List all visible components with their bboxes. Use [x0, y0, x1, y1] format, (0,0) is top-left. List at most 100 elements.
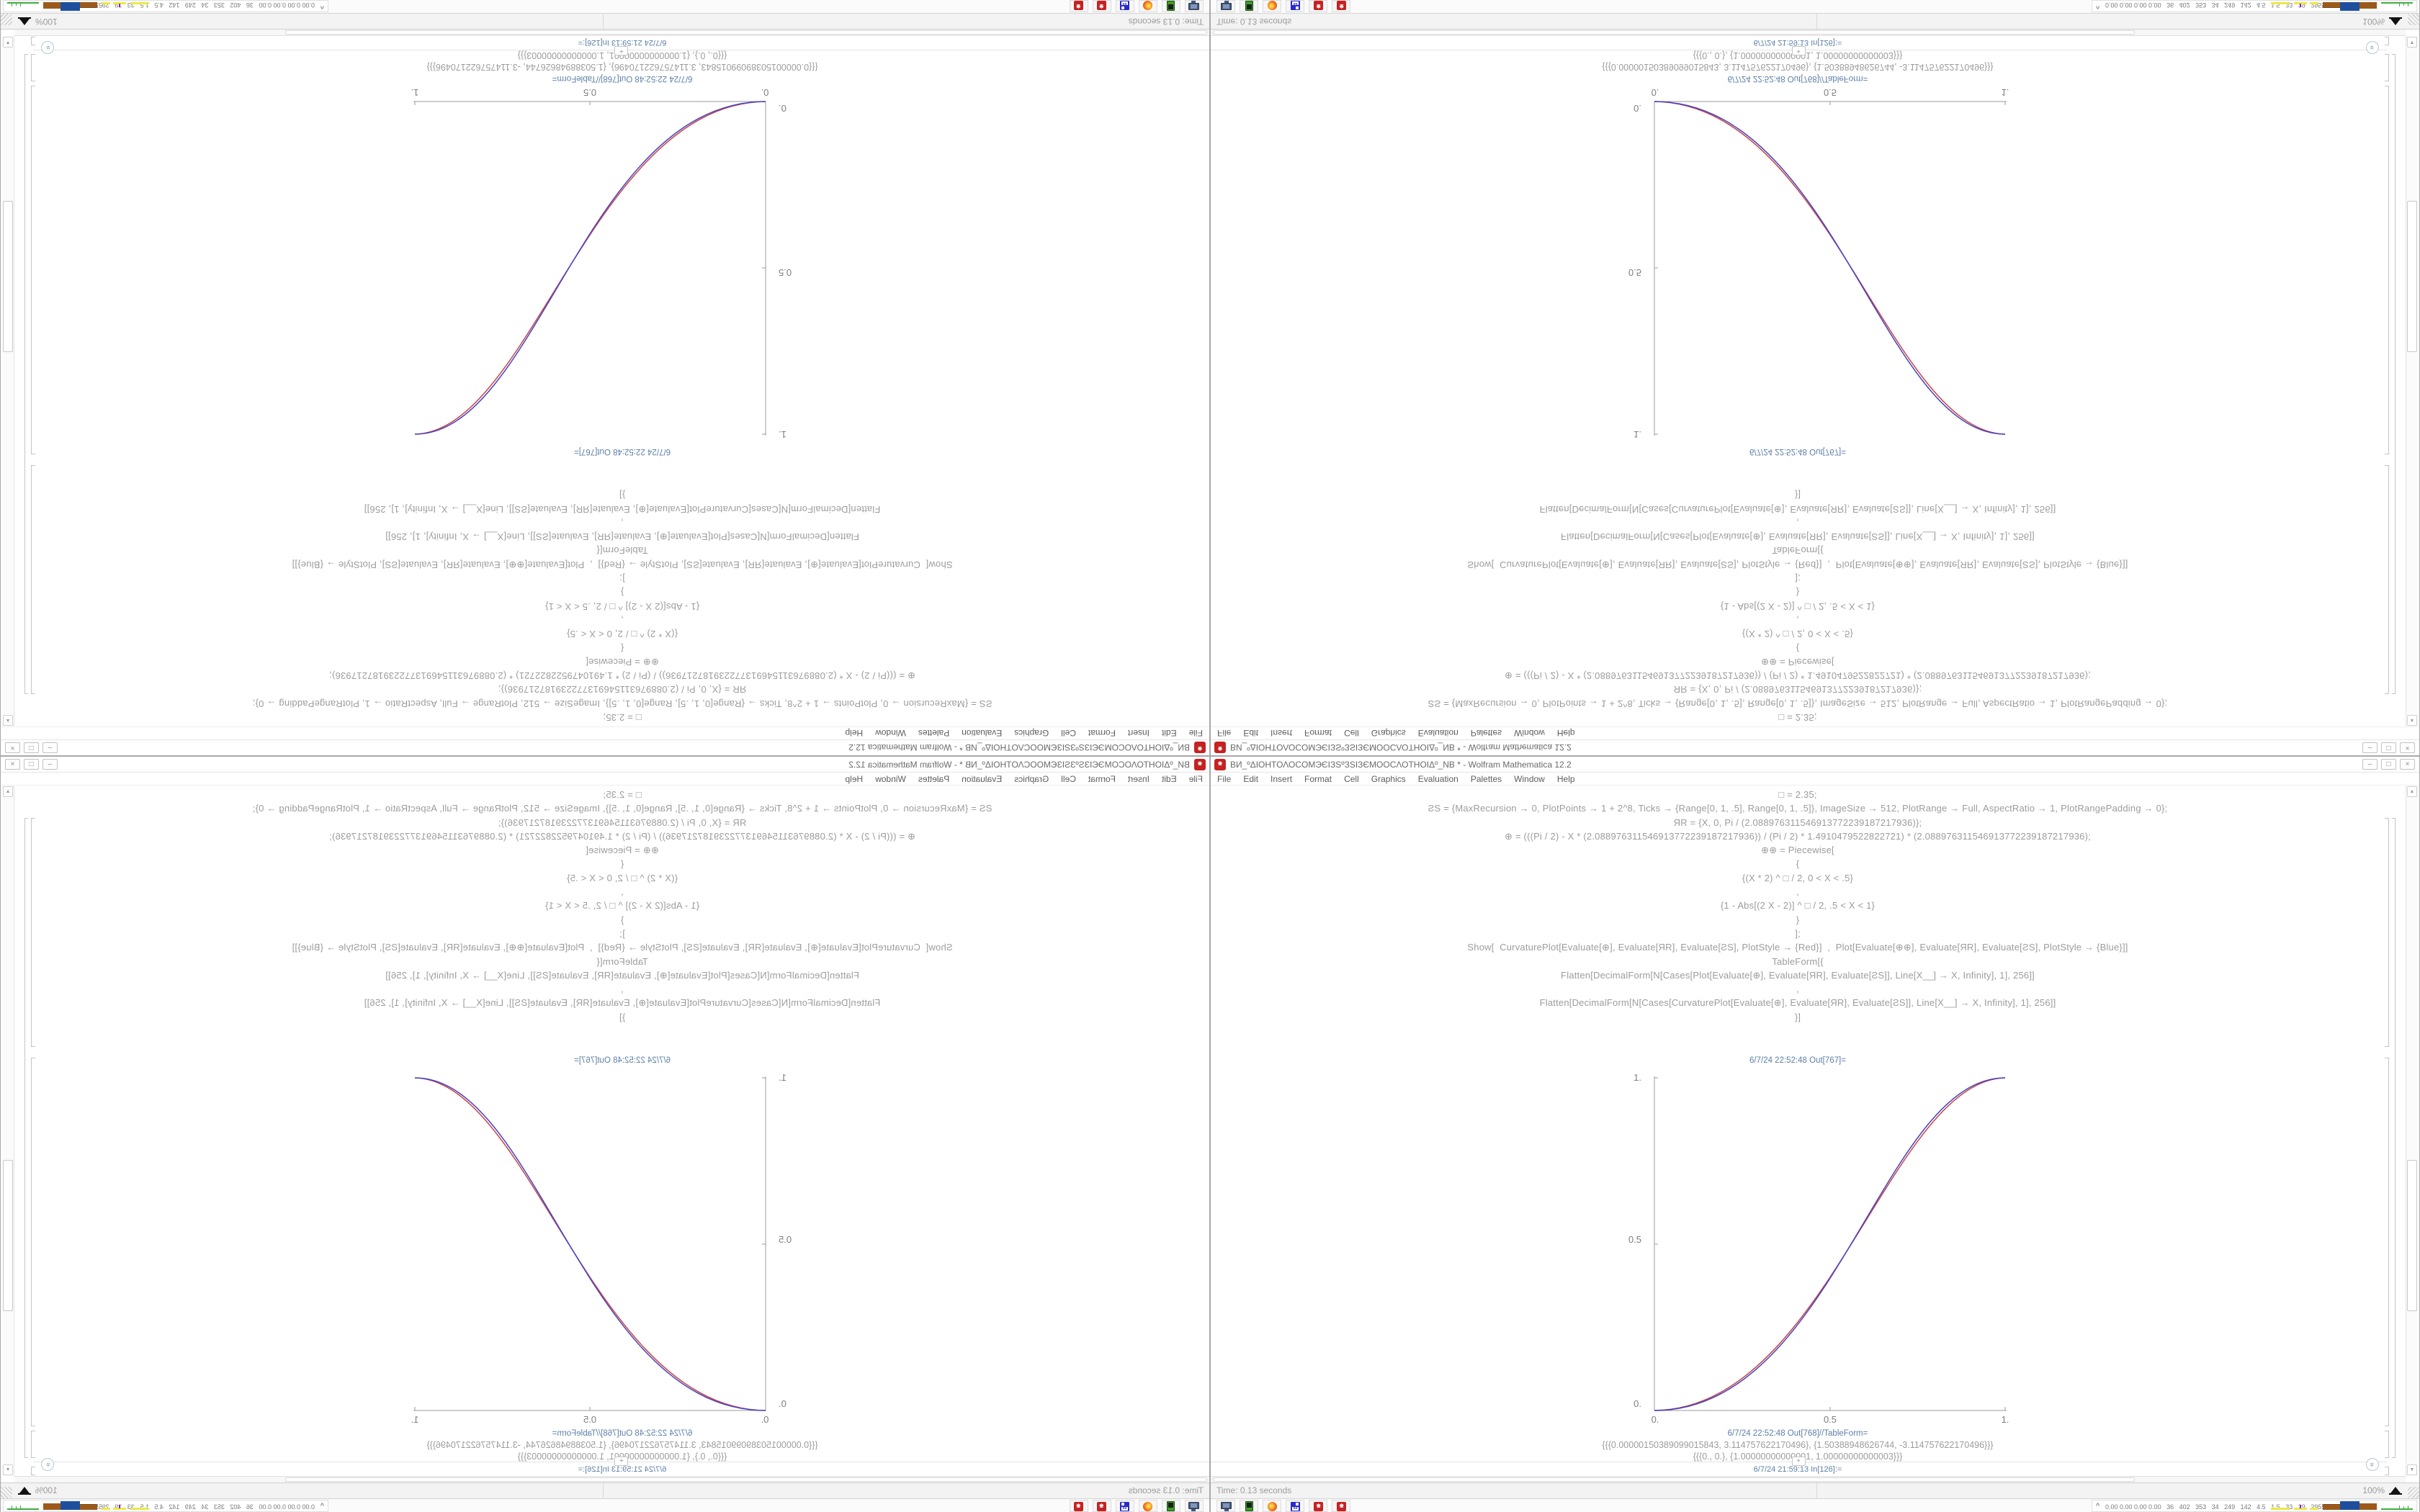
monitor-icon[interactable] [1185, 0, 1204, 12]
menu-item[interactable]: Edit [1161, 728, 1177, 739]
menu-item[interactable]: Help [1556, 773, 1575, 784]
jump-to-end-button[interactable]: » [2366, 1458, 2379, 1471]
minimize-button[interactable]: – [42, 742, 58, 753]
menu-item[interactable]: Format [1304, 773, 1332, 784]
tray-expand-chevron-icon[interactable]: ^ [320, 3, 324, 10]
vertical-scrollbar[interactable]: ▲ ▼ [2406, 36, 2418, 726]
mathematica-taskbar-icon[interactable]: × + [1309, 1500, 1327, 1512]
tray-expand-chevron-icon[interactable]: ^ [320, 1502, 324, 1509]
vertical-scrollbar-thumb[interactable] [2407, 1160, 2417, 1311]
horizontal-scrollbar-thumb[interactable] [1213, 30, 2135, 35]
floppy-disk-icon[interactable]: 64 [1116, 1500, 1134, 1512]
horizontal-scrollbar[interactable] [14, 1476, 1209, 1482]
mathematica-taskbar-icon-2[interactable]: × + [1070, 1500, 1088, 1512]
menu-item[interactable]: File [1188, 773, 1203, 784]
maximize-button[interactable]: □ [24, 742, 39, 753]
cell-bracket-group[interactable] [2392, 54, 2396, 694]
menu-item[interactable]: Window [875, 728, 906, 739]
menu-item[interactable]: File [1217, 728, 1232, 739]
mathematica-taskbar-icon[interactable]: × + [1093, 0, 1111, 12]
menu-item[interactable]: Edit [1243, 773, 1259, 784]
scroll-down-button[interactable]: ▼ [3, 37, 13, 48]
close-button[interactable]: × [2400, 759, 2415, 770]
cell-bracket-group[interactable] [24, 54, 28, 694]
scroll-up-button[interactable]: ▲ [2407, 786, 2417, 797]
close-button[interactable]: × [5, 759, 20, 770]
window-titlebar[interactable]: × + ВИ_ºΔΙΟΗΤΟΛΟCOMЭЄІЗЅºЗЅІЗЄМООСΛΟΤΗΟΙ… [1211, 757, 2419, 773]
menu-item[interactable]: Evaluation [1417, 728, 1458, 739]
minimize-button[interactable]: – [2362, 742, 2378, 753]
horizontal-scrollbar[interactable] [1211, 1476, 2406, 1482]
cell-bracket-input[interactable] [2385, 818, 2389, 1047]
scroll-up-button[interactable]: ▲ [3, 715, 13, 726]
menu-item[interactable]: Format [1088, 773, 1116, 784]
maximize-button[interactable]: □ [2381, 742, 2396, 753]
window-titlebar[interactable]: × + ВИ_ºΔΙΟΗΤΟΛΟCOMЭЄІЗЅºЗЅІЗЄМООСΛΟΤΗΟΙ… [1, 739, 1209, 755]
mathematica-taskbar-icon-2[interactable]: × + [1070, 0, 1088, 12]
minimize-button[interactable]: – [2362, 759, 2378, 770]
handheld-device-icon[interactable] [1162, 1500, 1180, 1512]
menu-item[interactable]: Insert [1270, 773, 1293, 784]
menu-item[interactable]: Cell [1061, 773, 1076, 784]
insert-cell-plus-button[interactable]: + [614, 46, 629, 55]
monitor-icon[interactable] [1216, 1500, 1235, 1512]
handheld-device-icon[interactable] [1240, 0, 1258, 12]
menu-item[interactable]: Palettes [918, 773, 950, 784]
firefox-icon[interactable] [1263, 1500, 1281, 1512]
insert-cell-plus-button[interactable]: + [1791, 1457, 1806, 1466]
jump-to-end-button[interactable]: » [41, 1458, 54, 1471]
cell-bracket-out-plot[interactable] [2385, 86, 2389, 454]
maximize-button[interactable]: □ [24, 759, 39, 770]
insert-cell-plus-button[interactable]: + [1791, 46, 1806, 55]
magnification-icon[interactable] [2390, 19, 2401, 25]
menu-item[interactable]: Window [1514, 728, 1545, 739]
scroll-up-button[interactable]: ▲ [2407, 715, 2417, 726]
cell-bracket-group[interactable] [2392, 818, 2396, 1458]
menu-item[interactable]: File [1188, 728, 1203, 739]
horizontal-scrollbar[interactable] [14, 30, 1209, 36]
jump-to-end-button[interactable]: » [41, 41, 54, 54]
scroll-down-button[interactable]: ▼ [2407, 37, 2417, 48]
cell-bracket-input[interactable] [2385, 465, 2389, 694]
floppy-disk-icon[interactable]: 64 [1286, 0, 1304, 12]
menu-item[interactable]: Graphics [1014, 773, 1049, 784]
menu-item[interactable]: Cell [1344, 728, 1359, 739]
menu-item[interactable]: Window [875, 773, 906, 784]
close-button[interactable]: × [5, 742, 20, 753]
menu-item[interactable]: Edit [1243, 728, 1259, 739]
magnification-icon[interactable] [2389, 1487, 2402, 1495]
menu-item[interactable]: Help [1556, 728, 1575, 739]
cell-bracket-out-table[interactable] [2385, 54, 2389, 81]
cell-bracket-in-new[interactable] [2385, 1467, 2389, 1475]
tray-expand-chevron-icon[interactable]: ^ [2096, 3, 2100, 10]
floppy-disk-icon[interactable]: 64 [1286, 1500, 1304, 1512]
vertical-scrollbar[interactable]: ▲ ▼ [2, 786, 14, 1476]
floppy-disk-icon[interactable]: 64 [1116, 0, 1134, 12]
scroll-up-button[interactable]: ▲ [3, 786, 13, 797]
menu-item[interactable]: Palettes [1470, 728, 1502, 739]
menu-item[interactable]: Window [1514, 773, 1545, 784]
cell-bracket-in-new[interactable] [31, 37, 35, 45]
close-button[interactable]: × [2400, 742, 2415, 753]
vertical-scrollbar[interactable]: ▲ ▼ [2406, 786, 2418, 1476]
mathematica-taskbar-icon-2[interactable]: × + [1332, 1500, 1350, 1512]
menu-item[interactable]: Evaluation [962, 773, 1003, 784]
menu-item[interactable]: Cell [1061, 728, 1076, 739]
cell-bracket-out-table[interactable] [2385, 1431, 2389, 1458]
horizontal-scrollbar-thumb[interactable] [1213, 1477, 2135, 1482]
menu-item[interactable]: Help [845, 773, 864, 784]
menu-item[interactable]: Insert [1270, 728, 1293, 739]
menu-item[interactable]: File [1217, 773, 1232, 784]
cell-bracket-input[interactable] [31, 465, 35, 694]
menu-item[interactable]: Palettes [918, 728, 950, 739]
cell-bracket-out-table[interactable] [31, 1431, 35, 1458]
resize-grip[interactable] [1, 14, 12, 25]
mathematica-taskbar-icon[interactable]: × + [1093, 1500, 1111, 1512]
scroll-down-button[interactable]: ▼ [3, 1464, 13, 1475]
zoom-level[interactable]: 100% [35, 17, 58, 27]
magnification-icon[interactable] [19, 19, 30, 25]
horizontal-scrollbar-thumb[interactable] [285, 1477, 1207, 1482]
cell-bracket-group[interactable] [24, 818, 28, 1458]
firefox-icon[interactable] [1139, 1500, 1157, 1512]
menu-item[interactable]: Palettes [1470, 773, 1502, 784]
